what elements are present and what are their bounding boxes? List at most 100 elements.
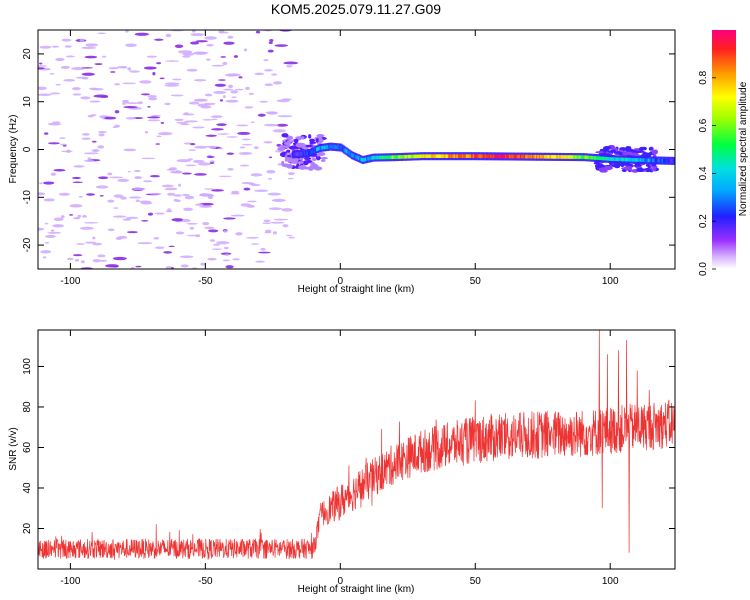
noise-blob <box>204 188 214 190</box>
noise-blob <box>240 203 252 207</box>
ridge-core <box>402 155 405 159</box>
ridge-core <box>477 154 480 159</box>
ridge-core <box>453 154 456 158</box>
ridge-core <box>664 158 667 163</box>
noise-blob <box>147 105 151 108</box>
noise-blob <box>160 121 165 124</box>
noise-blob <box>141 219 149 222</box>
ridge-core <box>347 150 350 155</box>
noise-blob <box>84 55 98 59</box>
noise-blob <box>175 231 185 235</box>
noise-blob <box>232 258 240 261</box>
noise-blob <box>647 166 651 169</box>
noise-blob <box>44 222 49 225</box>
noise-blob <box>311 141 317 144</box>
ridge-core <box>641 158 644 162</box>
noise-blob <box>165 210 173 213</box>
ridge-core <box>595 156 598 160</box>
noise-blob <box>206 58 211 61</box>
snr-y-tick-label: 80 <box>22 401 33 413</box>
noise-blob <box>179 255 194 258</box>
ridge-core <box>330 144 333 149</box>
ridge-core <box>461 154 464 158</box>
ridge-core <box>619 157 622 162</box>
ridge-core <box>456 154 459 158</box>
noise-blob <box>125 43 137 47</box>
noise-blob <box>38 86 47 90</box>
ridge-core <box>581 155 584 159</box>
ridge-core <box>498 154 501 159</box>
ridge-core <box>507 154 510 159</box>
noise-blob <box>310 163 319 169</box>
noise-blob <box>39 182 43 185</box>
noise-blob <box>619 149 623 152</box>
noise-blob <box>180 123 190 126</box>
colorbar-tick-label: 0.4 <box>698 166 709 180</box>
ridge-core <box>329 144 332 149</box>
ridge-core <box>298 152 301 156</box>
noise-blob <box>309 138 316 143</box>
ridge-core <box>629 157 632 162</box>
noise-blob <box>61 150 73 153</box>
ridge-core <box>349 152 352 157</box>
noise-blob <box>244 106 254 109</box>
noise-blob <box>272 231 277 235</box>
ridge-core <box>571 155 574 159</box>
noise-blob <box>63 79 76 82</box>
ridge-core <box>564 155 567 159</box>
noise-blob <box>147 95 157 98</box>
ridge-core <box>554 155 557 159</box>
noise-blob <box>238 151 253 155</box>
noise-blob <box>113 215 127 218</box>
noise-blob <box>219 99 224 102</box>
noise-blob <box>237 131 251 135</box>
noise-blob <box>47 122 62 126</box>
noise-blob <box>114 124 121 128</box>
ridge-core <box>398 155 401 159</box>
ridge-core <box>573 155 576 159</box>
noise-blob <box>40 250 52 254</box>
ridge-core <box>361 158 364 162</box>
ridge-core <box>611 157 614 161</box>
ridge-core <box>457 154 460 158</box>
noise-blob <box>205 134 218 137</box>
noise-blob <box>259 100 268 103</box>
ridge-core <box>598 156 601 160</box>
snr-x-tick-label: 50 <box>470 576 482 587</box>
noise-blob <box>99 194 104 197</box>
noise-blob <box>174 44 184 48</box>
noise-blob <box>216 241 230 245</box>
ridge-core <box>297 152 300 156</box>
noise-blob <box>189 41 200 45</box>
ridge-core <box>488 154 491 159</box>
ridge-core <box>580 155 583 159</box>
noise-blob <box>147 119 161 122</box>
ridge-core <box>537 154 540 159</box>
noise-blob <box>200 262 206 266</box>
colorbar: 0.0 0.2 0.4 0.6 0.8 Normalized spectral ampl… <box>698 30 749 276</box>
noise-blob <box>283 141 292 146</box>
ridge-core <box>328 145 331 149</box>
noise-blob <box>207 257 217 261</box>
noise-blob <box>248 92 254 95</box>
noise-blob <box>270 221 285 224</box>
ridge-core <box>562 155 565 159</box>
noise-blob <box>645 164 650 167</box>
noise-blob <box>107 228 115 232</box>
ridge-core <box>603 156 606 161</box>
ridge-core <box>499 154 502 159</box>
ridge-core <box>610 157 613 161</box>
ridge-core <box>476 154 479 159</box>
ridge-core <box>314 148 317 152</box>
ridge-core <box>546 155 549 159</box>
noise-blob <box>125 117 136 120</box>
noise-blob <box>79 38 85 43</box>
noise-blob <box>265 111 278 114</box>
noise-blob <box>97 254 106 258</box>
noise-blob <box>51 45 60 48</box>
ridge-core <box>642 158 645 162</box>
noise-blob <box>230 90 238 94</box>
ridge-core <box>441 154 444 158</box>
noise-blob <box>195 40 208 43</box>
noise-blob <box>288 236 295 239</box>
